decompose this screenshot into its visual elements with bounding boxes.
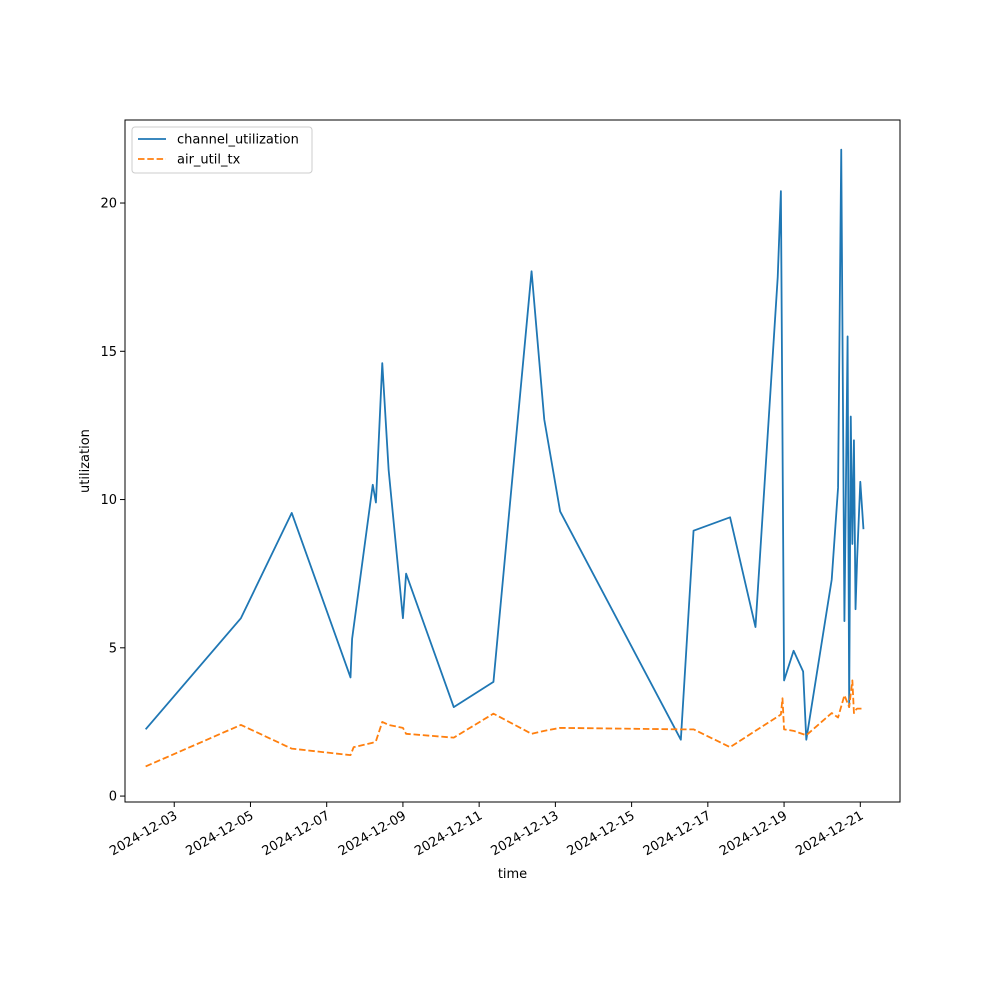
y-tick-label: 15 <box>100 345 117 360</box>
series-line-channel-utilization <box>144 148 865 741</box>
y-tick-label: 20 <box>100 197 117 212</box>
y-tick-label: 0 <box>109 790 117 805</box>
series-line-air-util-tx <box>145 679 864 768</box>
legend-label-air-util-tx: air_util_tx <box>177 153 241 168</box>
y-tick-label: 5 <box>109 641 117 656</box>
plot-frame <box>124 119 901 803</box>
legend: channel_utilization air_util_tx <box>131 126 313 174</box>
y-axis: 0 5 10 15 20 <box>100 197 125 805</box>
legend-box <box>131 126 313 174</box>
x-axis-label: time <box>498 867 527 882</box>
y-axis-label: utilization <box>78 429 93 493</box>
series-lines <box>144 148 865 768</box>
y-tick-label: 10 <box>100 493 117 508</box>
legend-label-channel-utilization: channel_utilization <box>177 133 299 148</box>
